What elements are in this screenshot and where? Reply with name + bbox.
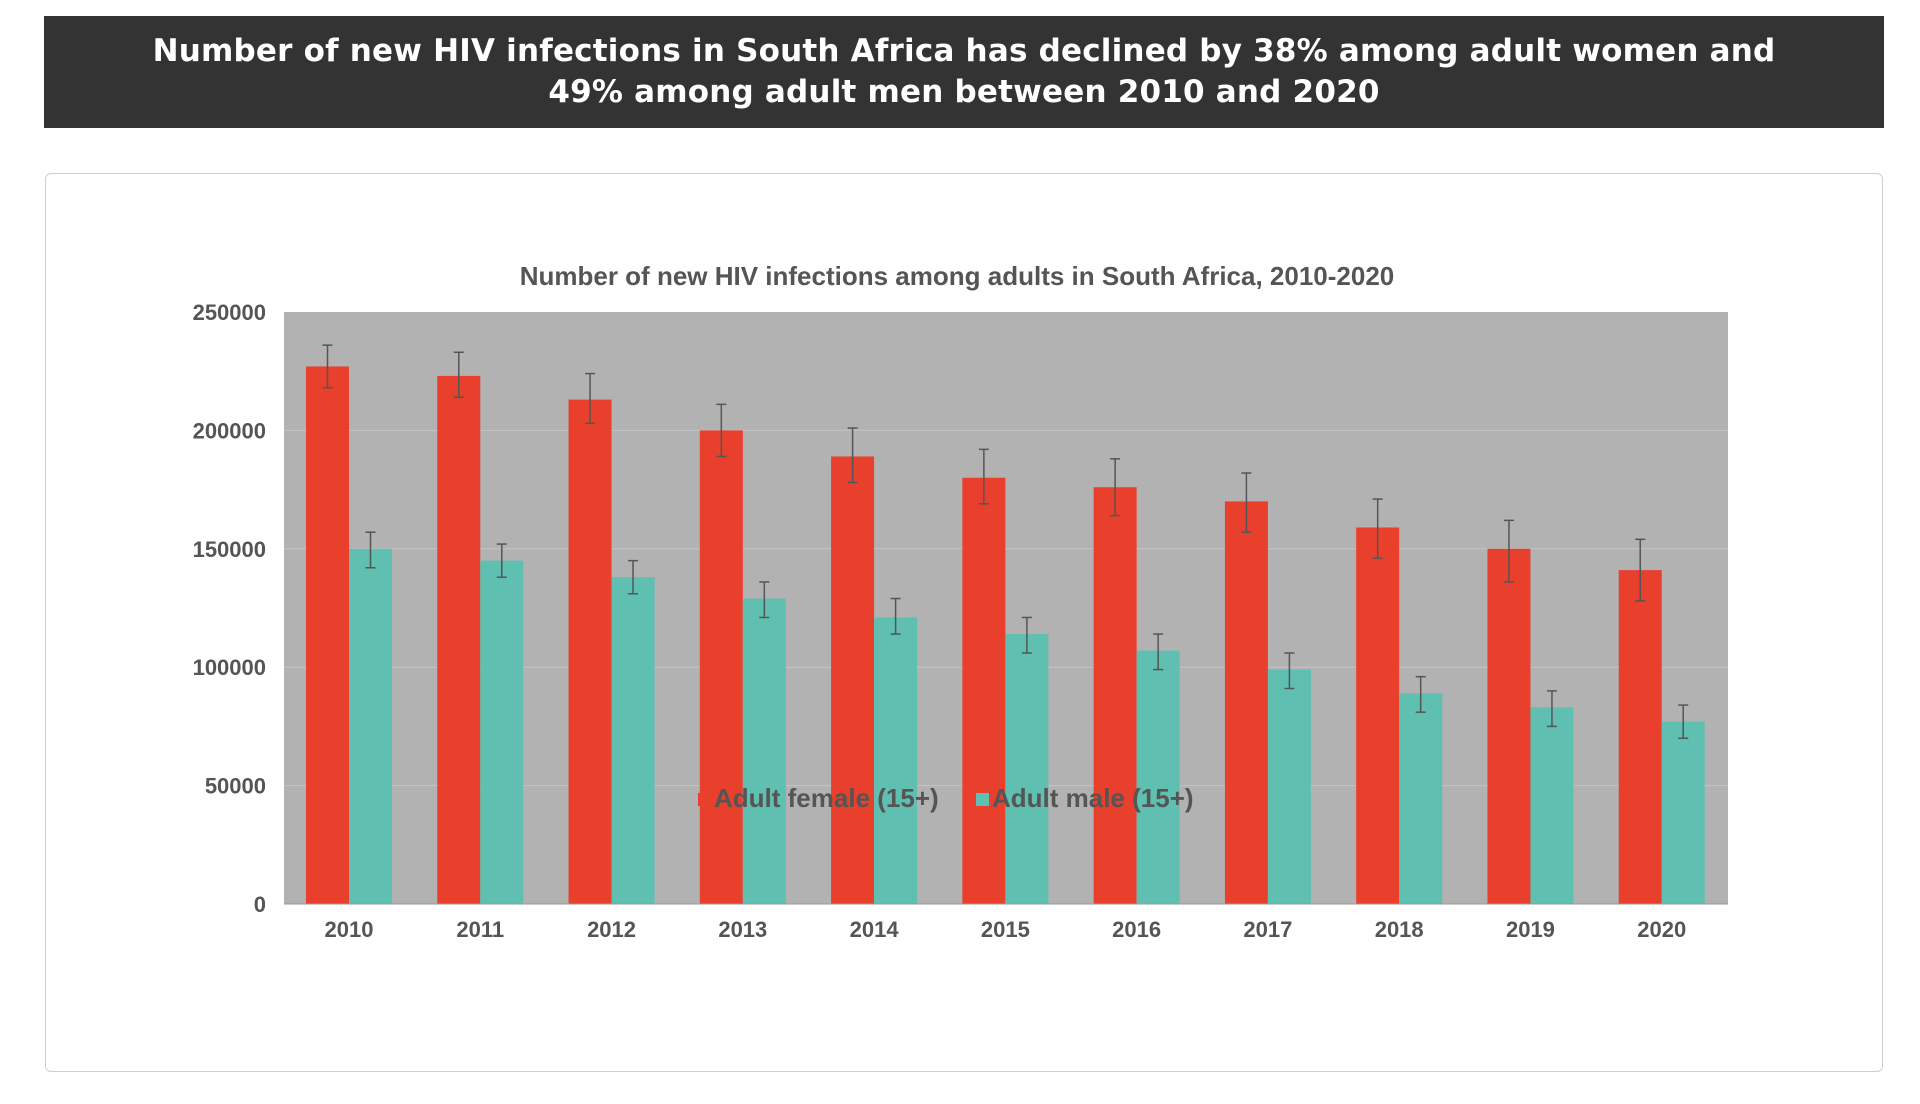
bar-male-2014 xyxy=(874,617,918,904)
bar-chart: Number of new HIV infections among adult… xyxy=(193,261,1728,942)
legend-label-male: Adult male (15+) xyxy=(992,783,1194,813)
legend-swatch-male xyxy=(976,793,989,806)
x-tick-label: 2011 xyxy=(456,917,504,942)
x-tick-label: 2012 xyxy=(587,917,636,942)
x-tick-label: 2010 xyxy=(325,917,374,942)
bar-female-2013 xyxy=(699,430,743,904)
x-tick-label: 2020 xyxy=(1637,917,1686,942)
bar-male-2015 xyxy=(1005,634,1049,904)
bar-male-2011 xyxy=(480,560,524,904)
x-tick-label: 2016 xyxy=(1112,917,1161,942)
bar-female-2010 xyxy=(306,366,349,904)
bar-female-2019 xyxy=(1487,548,1531,904)
bar-female-2011 xyxy=(437,375,481,904)
bar-male-2019 xyxy=(1530,707,1574,904)
header-banner: Number of new HIV infections in South Af… xyxy=(44,16,1884,128)
bar-female-2020 xyxy=(1618,570,1662,904)
y-tick-label: 150000 xyxy=(193,537,266,562)
chart-card: Number of new HIV infections among adult… xyxy=(45,173,1883,1072)
bar-male-2018 xyxy=(1399,693,1443,904)
bar-male-2017 xyxy=(1267,669,1311,904)
bar-male-2012 xyxy=(611,577,655,904)
legend-label-female: Adult female (15+) xyxy=(714,783,939,813)
bar-female-2017 xyxy=(1224,501,1268,904)
bar-female-2012 xyxy=(568,399,612,904)
legend: Adult female (15+) Adult male (15+) xyxy=(698,783,1194,813)
x-tick-label: 2014 xyxy=(850,917,900,942)
y-tick-label: 250000 xyxy=(193,300,266,325)
bar-male-2013 xyxy=(742,598,786,904)
bar-female-2016 xyxy=(1093,487,1137,904)
y-tick-label: 0 xyxy=(254,892,266,917)
y-tick-label: 100000 xyxy=(193,655,266,680)
bar-female-2015 xyxy=(962,477,1006,904)
x-tick-label: 2015 xyxy=(981,917,1030,942)
y-tick-label: 200000 xyxy=(193,418,266,443)
bar-male-2010 xyxy=(349,548,392,904)
bar-female-2014 xyxy=(831,456,875,904)
bar-male-2016 xyxy=(1136,650,1180,904)
plot-area: 0 50000 100000 150000 200000 250000 2010 2011 20… xyxy=(193,300,1728,942)
x-tick-label: 2018 xyxy=(1375,917,1424,942)
x-tick-label: 2013 xyxy=(718,917,767,942)
legend-swatch-female xyxy=(698,793,711,806)
x-tick-label: 2019 xyxy=(1506,917,1555,942)
bar-female-2018 xyxy=(1356,527,1400,904)
chart-title: Number of new HIV infections among adult… xyxy=(520,261,1395,291)
page-title: Number of new HIV infections in South Af… xyxy=(152,33,1776,110)
bar-male-2020 xyxy=(1661,721,1705,904)
y-tick-label: 50000 xyxy=(205,774,266,799)
x-tick-label: 2017 xyxy=(1243,917,1292,942)
